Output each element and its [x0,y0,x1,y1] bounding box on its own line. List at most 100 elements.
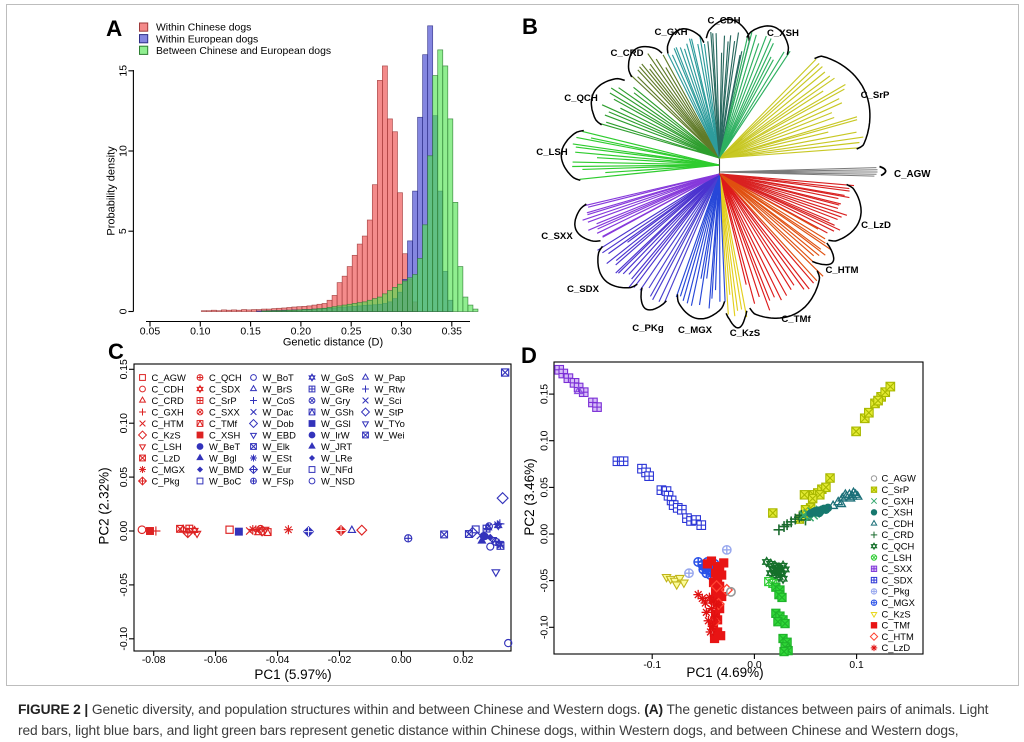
svg-text:0.35: 0.35 [442,326,463,338]
svg-text:C_CRD: C_CRD [882,529,915,540]
svg-text:-0.02: -0.02 [328,655,352,666]
svg-text:W_StP: W_StP [375,406,404,417]
svg-text:W_Pap: W_Pap [375,372,406,383]
svg-text:W_Sci: W_Sci [375,395,402,406]
svg-text:-0.08: -0.08 [142,655,166,666]
svg-text:C_HTM: C_HTM [825,265,858,276]
svg-text:W_BMD: W_BMD [209,464,244,475]
svg-text:C_SrP: C_SrP [882,484,910,495]
svg-text:PC1 (4.69%): PC1 (4.69%) [686,665,763,680]
svg-text:0.00: 0.00 [391,655,411,666]
svg-text:W_LRe: W_LRe [321,452,352,463]
svg-text:C_QCH: C_QCH [882,541,915,552]
svg-text:-0.05: -0.05 [119,573,130,597]
svg-text:PC2 (2.32%): PC2 (2.32%) [97,467,112,544]
svg-text:C_TMf: C_TMf [209,418,238,429]
svg-text:C_SDX: C_SDX [567,284,600,295]
svg-text:C_LzD: C_LzD [861,220,891,231]
svg-text:0.0: 0.0 [747,660,762,671]
svg-text:W_Eur: W_Eur [263,464,292,475]
svg-text:C_PKg: C_PKg [632,323,664,334]
svg-text:W_Dac: W_Dac [263,406,294,417]
svg-text:C_QCH: C_QCH [564,93,598,104]
svg-text:C_CDH: C_CDH [152,383,184,394]
svg-text:W_Gry: W_Gry [321,395,350,406]
svg-text:W_ESt: W_ESt [263,452,293,463]
svg-text:W_BeT: W_BeT [209,441,241,452]
svg-text:0.05: 0.05 [540,477,551,497]
svg-text:A: A [106,16,122,41]
svg-text:C_SrP: C_SrP [209,395,237,406]
svg-text:C_MGX: C_MGX [882,597,916,608]
svg-text:W_Elk: W_Elk [263,441,290,452]
svg-text:D: D [521,343,537,368]
svg-text:0.10: 0.10 [119,413,130,433]
svg-text:W_BrS: W_BrS [263,383,293,394]
svg-text:5: 5 [117,228,129,234]
svg-text:C_XSH: C_XSH [882,507,913,518]
svg-text:W_NSD: W_NSD [321,475,355,486]
svg-text:W_BoC: W_BoC [209,475,242,486]
svg-text:C_CRD: C_CRD [610,48,643,59]
svg-text:Genetic distance (D): Genetic distance (D) [283,337,383,349]
svg-text:0.25: 0.25 [341,326,362,338]
svg-text:-0.1: -0.1 [643,660,661,671]
svg-text:B: B [522,14,538,39]
svg-text:C_GXH: C_GXH [654,27,687,38]
svg-text:W_GSh: W_GSh [321,406,354,417]
svg-text:W_Dob: W_Dob [263,418,294,429]
svg-text:C_Pkg: C_Pkg [152,475,180,486]
svg-text:PC1 (5.97%): PC1 (5.97%) [254,667,331,682]
svg-text:Within European dogs: Within European dogs [156,34,258,45]
svg-text:C_LSH: C_LSH [536,147,568,158]
svg-text:0.00: 0.00 [540,524,551,544]
svg-text:0.05: 0.05 [119,467,130,487]
svg-text:0.02: 0.02 [453,655,473,666]
svg-text:C_MGX: C_MGX [152,464,186,475]
svg-text:0.1: 0.1 [849,660,864,671]
svg-text:W_CoS: W_CoS [263,395,295,406]
svg-text:W_NFd: W_NFd [321,464,353,475]
svg-text:C: C [108,339,124,364]
svg-text:W_EBD: W_EBD [263,429,297,440]
svg-text:C_SrP: C_SrP [861,90,890,101]
svg-text:C_LSH: C_LSH [152,441,182,452]
svg-text:C_Pkg: C_Pkg [882,586,910,597]
svg-text:W_Rtw: W_Rtw [375,383,405,394]
svg-text:C_XSH: C_XSH [767,28,799,39]
svg-text:C_MGX: C_MGX [678,325,713,336]
svg-text:C_KzS: C_KzS [882,608,911,619]
svg-text:0.05: 0.05 [140,326,161,338]
svg-text:C_SXX: C_SXX [541,231,573,242]
svg-text:0.15: 0.15 [119,359,130,379]
svg-text:C_CDH: C_CDH [707,16,740,27]
svg-text:W_GRe: W_GRe [321,383,354,394]
svg-text:C_AGW: C_AGW [152,372,187,383]
svg-text:C_GXH: C_GXH [152,406,184,417]
svg-text:C_AGW: C_AGW [882,473,917,484]
svg-text:W_GoS: W_GoS [321,372,354,383]
svg-text:W_BoT: W_BoT [263,372,295,383]
svg-text:0.10: 0.10 [190,326,211,338]
svg-text:C_AGW: C_AGW [894,169,931,180]
svg-text:W_GSl: W_GSl [321,418,351,429]
svg-text:C_LzD: C_LzD [152,452,181,463]
svg-text:C_LzD: C_LzD [882,642,911,653]
svg-text:C_HTM: C_HTM [152,418,184,429]
svg-text:C_GXH: C_GXH [882,495,914,506]
svg-text:0.15: 0.15 [240,326,261,338]
svg-text:-0.04: -0.04 [266,655,290,666]
svg-text:C_LSH: C_LSH [882,552,912,563]
svg-text:C_TMf: C_TMf [882,620,911,631]
svg-text:0.10: 0.10 [540,430,551,450]
svg-text:C_HTM: C_HTM [882,631,914,642]
svg-text:C_CDH: C_CDH [882,518,914,529]
svg-text:W_JRT: W_JRT [321,441,352,452]
svg-text:Probability density: Probability density [106,146,118,236]
svg-text:0.15: 0.15 [540,384,551,404]
svg-text:-0.10: -0.10 [119,627,130,651]
svg-text:Between Chinese and European d: Between Chinese and European dogs [156,46,331,57]
svg-text:W_Wei: W_Wei [375,429,405,440]
svg-text:C_TMf: C_TMf [781,314,811,325]
svg-text:0.00: 0.00 [119,521,130,541]
